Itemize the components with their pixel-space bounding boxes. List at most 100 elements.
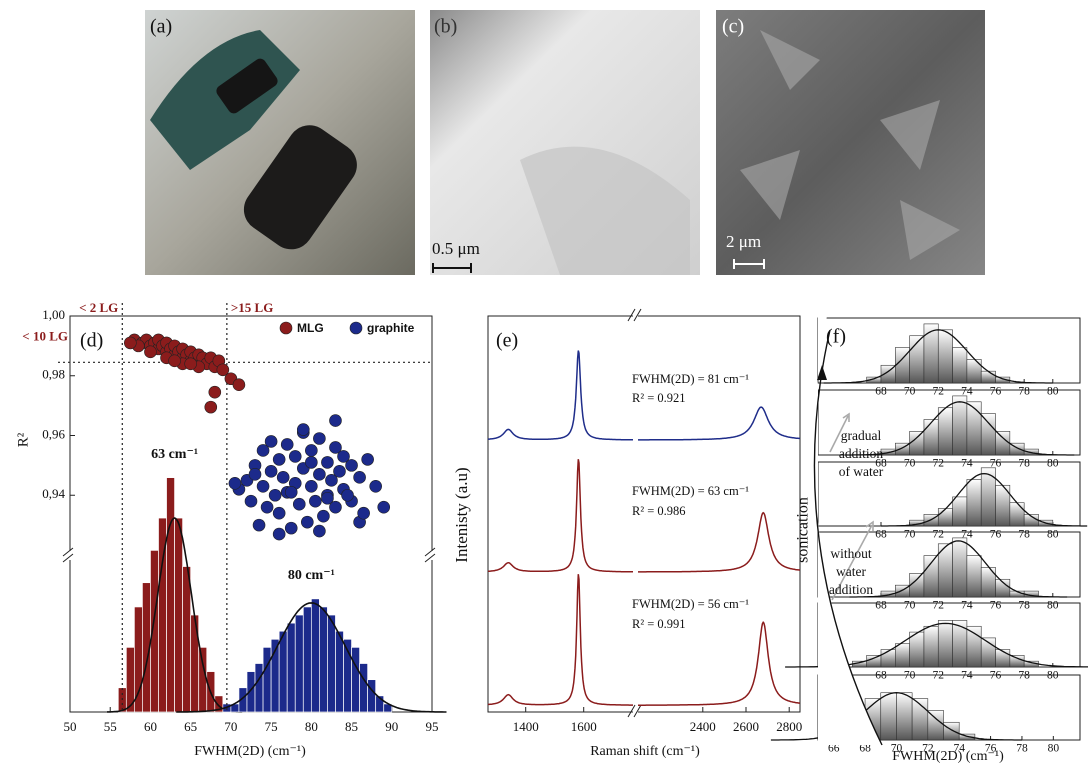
- histogram-bar: [953, 348, 967, 383]
- scale-bar-label: 2 μm: [726, 232, 761, 251]
- scatter-point: [249, 468, 261, 480]
- scatter-point: [309, 495, 321, 507]
- scatter-point: [285, 522, 297, 534]
- scatter-point: [313, 525, 325, 537]
- scatter-point: [321, 492, 333, 504]
- axis-break: [426, 551, 438, 560]
- scatter-point: [169, 355, 181, 367]
- x-tick-label: 85: [345, 719, 358, 734]
- x-tick-label: 74: [961, 670, 973, 682]
- x-tick-label: 50: [64, 719, 77, 734]
- body: (a) (b) 0.5 μm (c) 2 μm (d) FWHM(2D) (cm…: [0, 0, 1088, 767]
- x-tick-label: 76: [990, 386, 1002, 398]
- x-tick-label: 72: [933, 529, 945, 541]
- scatter-point: [273, 507, 285, 519]
- histogram-bar: [996, 431, 1010, 455]
- scatter-point: [277, 471, 289, 483]
- x-tick-label: 65: [184, 719, 197, 734]
- y-axis-label: Intenisty (a.u): [452, 467, 471, 562]
- scatter-point: [358, 507, 370, 519]
- scatter-point: [124, 337, 136, 349]
- histogram-bar: [295, 615, 303, 712]
- page: Figure {"images": [{"label": "(a)"}, {"l…: [0, 0, 1088, 767]
- histogram-bar: [896, 693, 912, 740]
- histogram-bar: [895, 644, 909, 667]
- scatter-point: [257, 480, 269, 492]
- scatter-point: [209, 386, 221, 398]
- scatter-point: [297, 424, 309, 436]
- histogram-bar: [924, 324, 938, 383]
- histogram-bar: [279, 631, 287, 712]
- histogram-bar: [303, 607, 311, 712]
- histogram-bar: [953, 497, 967, 526]
- fwhm-label: FWHM(2D) = 63 cm⁻¹: [632, 484, 749, 498]
- scatter-point: [273, 528, 285, 540]
- x-tick-label: 80: [1048, 743, 1060, 755]
- fwhm-label: FWHM(2D) = 56 cm⁻¹: [632, 597, 749, 611]
- histogram-bar: [335, 631, 343, 712]
- histogram-bar: [981, 414, 995, 455]
- scatter-point: [273, 453, 285, 465]
- y-tick-label: 1,00: [42, 307, 65, 322]
- scatter-point: [269, 489, 281, 501]
- x-tick-label: 2400: [690, 719, 716, 734]
- panel-label: (e): [496, 330, 518, 352]
- x-tick-label: 60: [144, 719, 157, 734]
- scatter-point: [229, 477, 241, 489]
- x-axis-label: Raman shift (cm⁻¹): [590, 744, 700, 759]
- scatter-point: [317, 510, 329, 522]
- histogram-bar: [967, 556, 981, 597]
- histogram-bar: [167, 478, 175, 712]
- threshold-label: >15 LG: [231, 300, 273, 315]
- histogram-bar: [319, 607, 327, 712]
- legend-label: graphite: [367, 321, 415, 335]
- histogram-bar: [924, 556, 938, 597]
- break-mark: [63, 548, 435, 562]
- x-tick-label: 95: [426, 719, 439, 734]
- scatter-point: [185, 358, 197, 370]
- scatter-point: [342, 489, 354, 501]
- histogram-bar: [910, 632, 924, 667]
- histogram-bar: [924, 420, 938, 455]
- scatter-point: [346, 459, 358, 471]
- histogram-bar: [910, 573, 924, 597]
- x-tick-label: 68: [875, 600, 887, 612]
- x-tick-label: 78: [1018, 386, 1030, 398]
- histogram-bar: [881, 650, 895, 667]
- histogram-bar: [327, 615, 335, 712]
- x-tick-label: 70: [904, 529, 916, 541]
- x-tick-label: 68: [875, 670, 887, 682]
- figure: (a) (b) 0.5 μm (c) 2 μm (d) FWHM(2D) (cm…: [0, 0, 1088, 767]
- histogram-bar: [1010, 655, 1024, 667]
- scatter-point: [293, 498, 305, 510]
- spectrum: [488, 574, 800, 705]
- x-tick-label: 80: [1047, 600, 1059, 612]
- panel-label: (d): [80, 330, 103, 352]
- histogram-bar: [199, 647, 207, 712]
- note: without: [830, 546, 872, 561]
- x-tick-label: 2600: [733, 719, 759, 734]
- fwhm-label: FWHM(2D) = 81 cm⁻¹: [632, 372, 749, 386]
- histogram-bar: [360, 664, 368, 712]
- scatter-point: [261, 501, 273, 513]
- scatter-point: [265, 435, 277, 447]
- histogram-bar: [255, 664, 263, 712]
- r2-label: R² = 0.986: [632, 504, 686, 518]
- histogram-bar: [910, 431, 924, 455]
- x-tick-label: 80: [1047, 670, 1059, 682]
- scatter-point: [205, 401, 217, 413]
- panel-label: (a): [150, 16, 172, 38]
- panel-e: (e) Raman shift (cm⁻¹) Intenisty (a.u) 1…: [452, 309, 802, 759]
- scatter-point: [313, 468, 325, 480]
- histogram-bar: [247, 672, 255, 712]
- histogram-bar: [867, 655, 881, 667]
- scatter-point: [289, 450, 301, 462]
- scatter-point: [144, 346, 156, 358]
- x-tick-label: 78: [1018, 600, 1030, 612]
- histogram-bar: [134, 607, 142, 712]
- x-tick-label: 80: [1047, 529, 1059, 541]
- note: gradual: [841, 428, 882, 443]
- scatter-point: [285, 486, 297, 498]
- x-tick-label: 70: [904, 600, 916, 612]
- r2-label: R² = 0.991: [632, 617, 686, 631]
